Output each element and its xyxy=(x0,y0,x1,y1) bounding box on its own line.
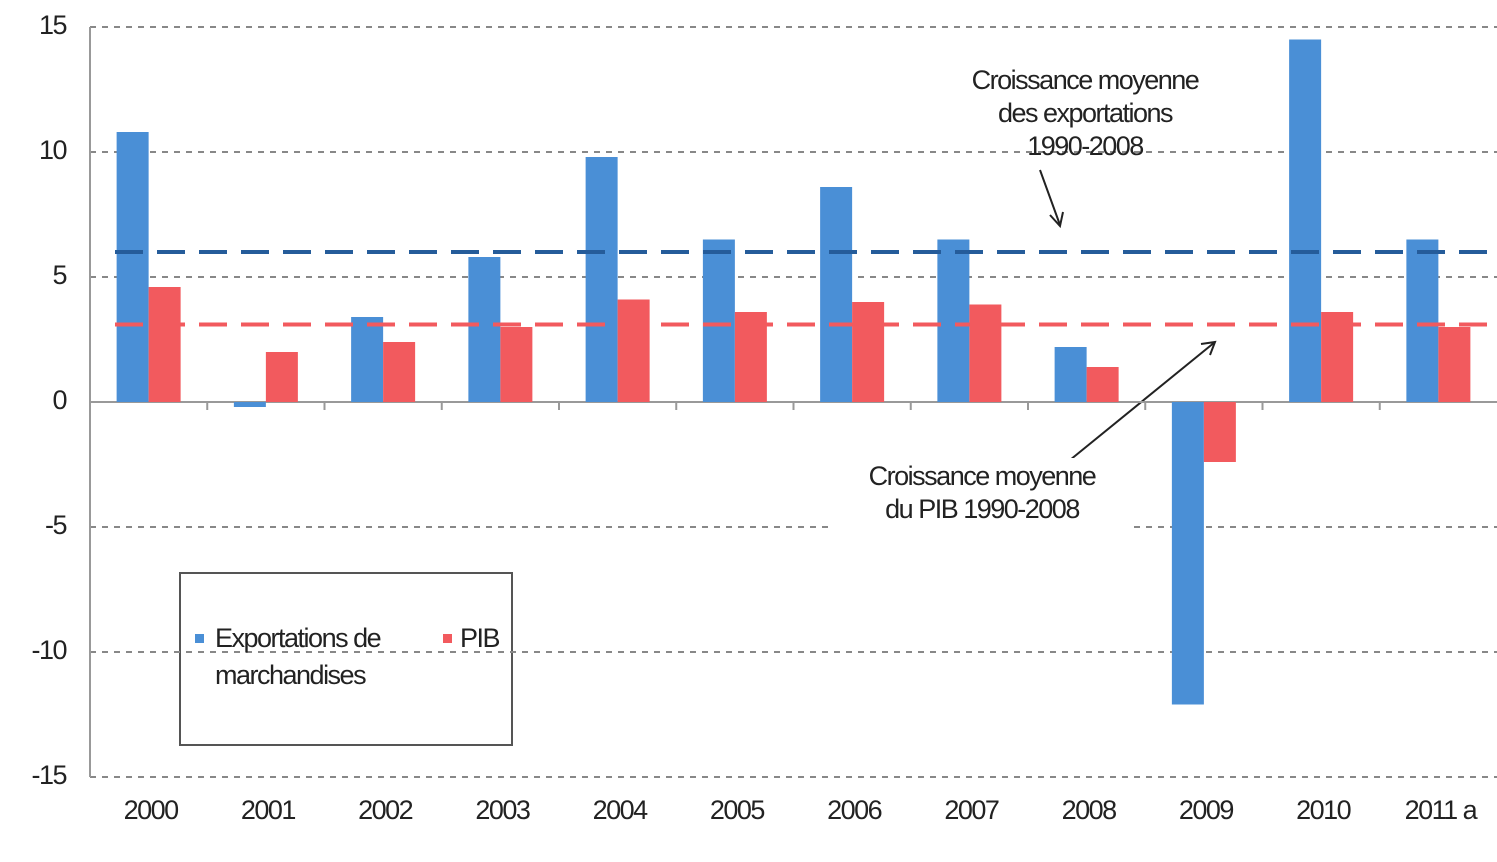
x-tick-label: 2009 xyxy=(1179,795,1234,825)
annotation-bg xyxy=(834,458,1130,536)
annotation: Croissance moyenne xyxy=(972,65,1199,95)
arrow-head xyxy=(1049,211,1064,229)
x-tick-label: 2001 xyxy=(241,795,296,825)
y-tick-label: 5 xyxy=(52,260,66,290)
annotation: des exportations xyxy=(998,98,1173,128)
arrow xyxy=(1039,169,1061,226)
bar xyxy=(383,342,416,402)
bar xyxy=(1406,239,1439,402)
annotation: Croissance moyenne xyxy=(869,461,1096,491)
bar xyxy=(1289,39,1322,402)
bar xyxy=(500,327,533,402)
legend-label: PIB xyxy=(460,623,500,653)
x-tick-label: 2005 xyxy=(710,795,765,825)
y-tick-label: -10 xyxy=(31,635,66,665)
x-tick-label: 2004 xyxy=(593,795,649,825)
bar xyxy=(1054,347,1087,402)
bar xyxy=(702,239,735,402)
x-tick-label: 2008 xyxy=(1062,795,1117,825)
x-tick-label: 2006 xyxy=(827,795,882,825)
bar xyxy=(585,157,618,402)
bar xyxy=(265,352,298,402)
bar xyxy=(351,317,384,402)
y-tick-label: 10 xyxy=(39,135,67,165)
x-tick-label: 2007 xyxy=(944,795,999,825)
bar xyxy=(820,187,853,402)
bar xyxy=(1086,367,1119,402)
y-tick-label: -5 xyxy=(45,510,66,540)
y-tick-label: 0 xyxy=(52,385,66,415)
bar xyxy=(468,257,501,402)
bar xyxy=(1171,402,1204,705)
legend-swatch xyxy=(443,634,452,643)
bar xyxy=(148,287,181,402)
y-tick-label: -15 xyxy=(31,760,66,790)
bar xyxy=(734,312,767,402)
bar xyxy=(116,132,149,402)
bar xyxy=(233,402,266,407)
bar xyxy=(1321,312,1354,402)
bar xyxy=(937,239,970,402)
bar xyxy=(1203,402,1236,462)
annotation: du PIB 1990-2008 xyxy=(885,494,1079,524)
annotation: 1990-2008 xyxy=(1027,131,1143,161)
x-tick-label: 2003 xyxy=(475,795,530,825)
x-tick-label: 2002 xyxy=(358,795,413,825)
x-tick-label: 2011 a xyxy=(1405,795,1479,825)
bar xyxy=(852,302,885,402)
legend-box xyxy=(179,572,513,746)
arrow-head xyxy=(1200,340,1217,356)
bar xyxy=(1438,327,1471,402)
legend-label: Exportations de marchandises xyxy=(215,623,381,690)
y-tick-label: 15 xyxy=(39,10,67,40)
x-tick-label: 2010 xyxy=(1296,795,1351,825)
x-tick-label: 2000 xyxy=(124,795,179,825)
bar xyxy=(617,299,650,402)
bar xyxy=(969,304,1002,402)
legend-swatch xyxy=(195,634,204,643)
